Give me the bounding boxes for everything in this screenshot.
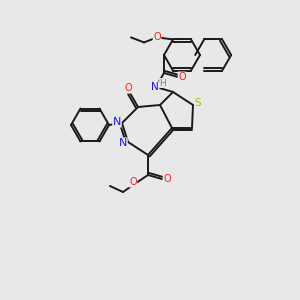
Text: H: H — [160, 79, 167, 88]
Text: O: O — [163, 174, 171, 184]
Text: N: N — [119, 138, 127, 148]
Text: O: O — [153, 32, 161, 42]
Text: S: S — [195, 98, 201, 108]
Text: O: O — [129, 177, 137, 187]
Text: O: O — [178, 72, 186, 82]
Text: O: O — [124, 83, 132, 93]
Text: N: N — [113, 117, 121, 127]
Text: N: N — [151, 82, 159, 92]
